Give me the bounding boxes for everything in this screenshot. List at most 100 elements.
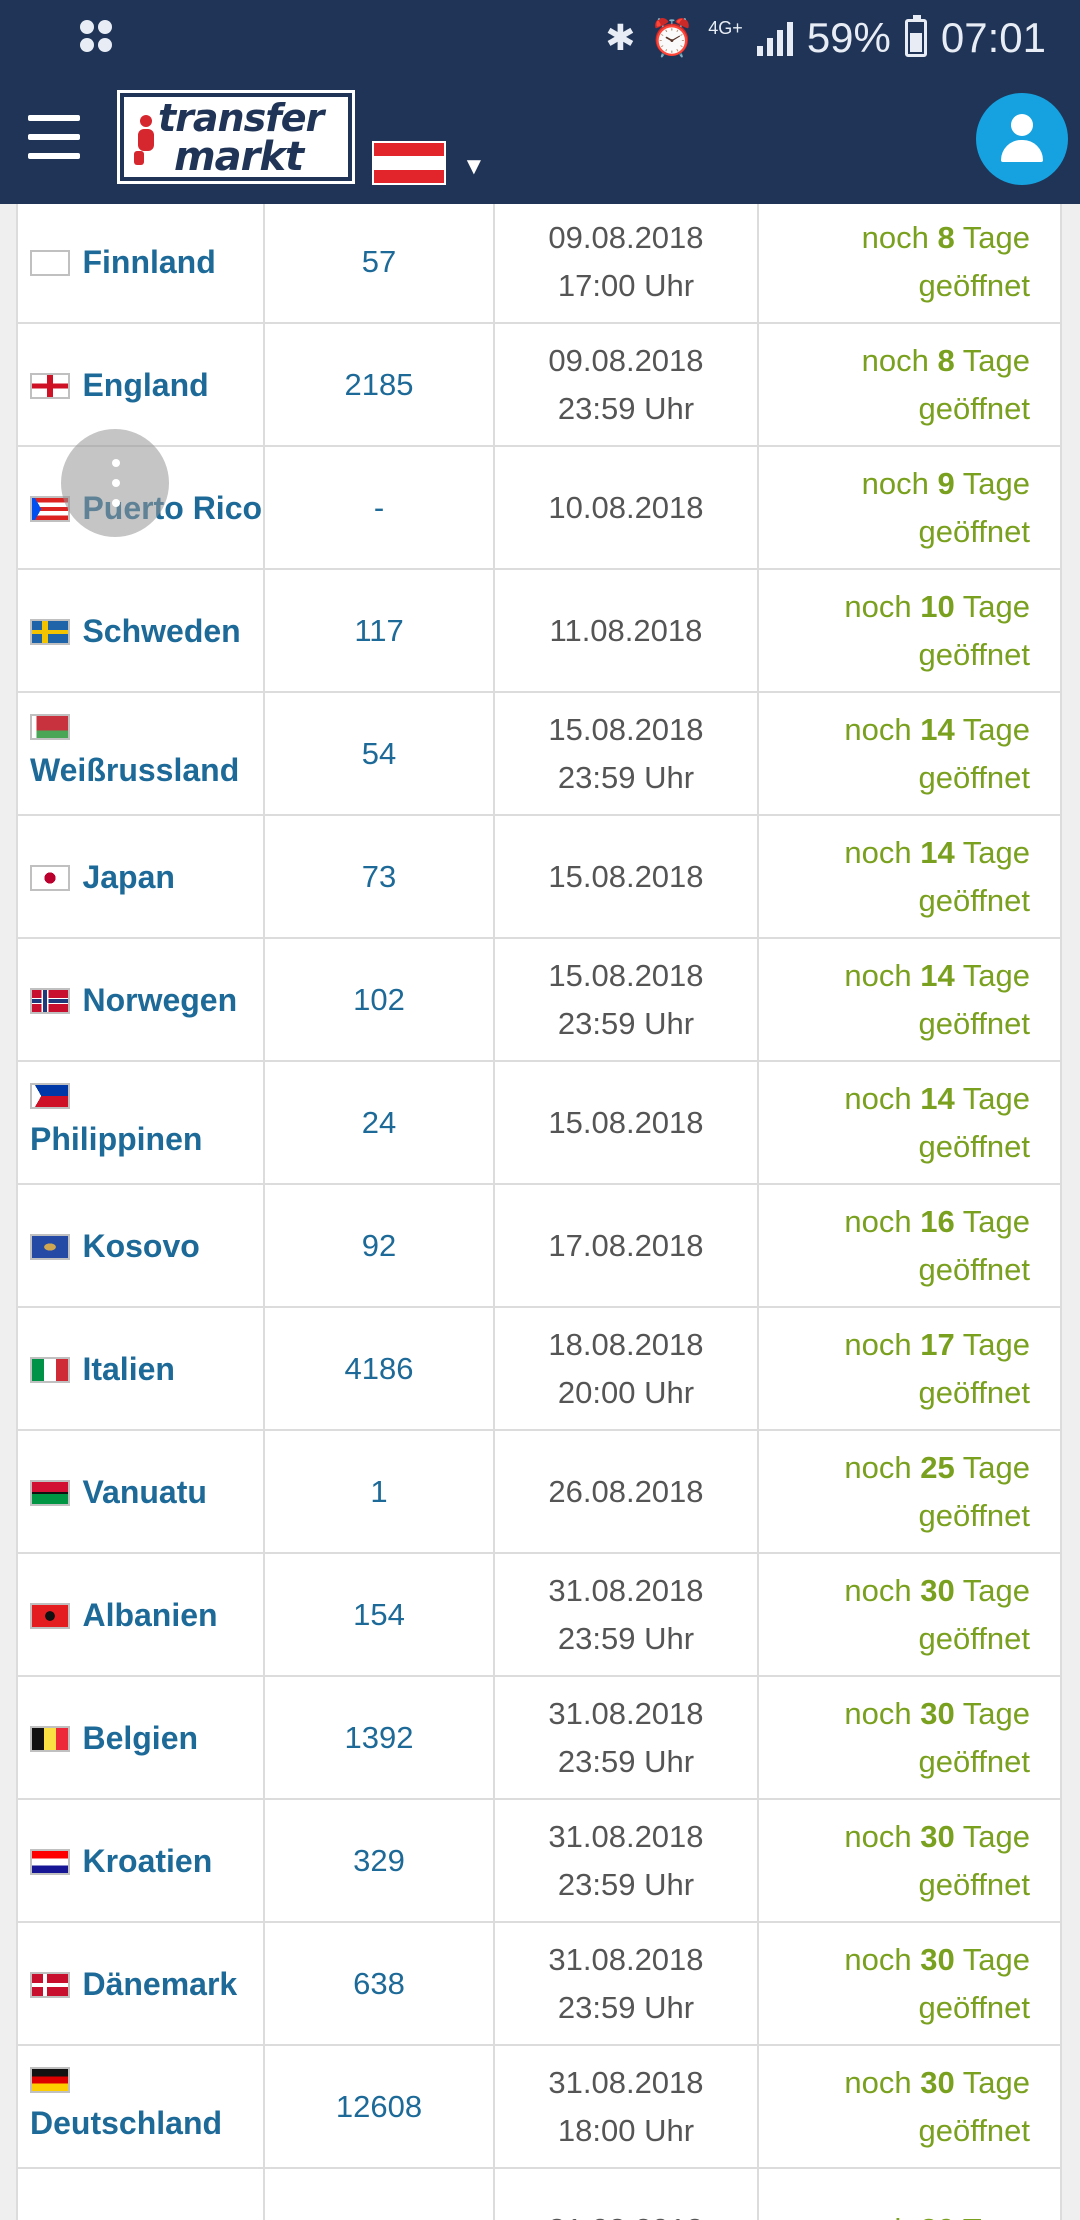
country-link[interactable]: Norwegen bbox=[82, 981, 238, 1018]
count-cell[interactable]: 154 bbox=[262, 1552, 496, 1677]
transfer-count[interactable]: 12608 bbox=[335, 2088, 423, 2124]
country-cell[interactable]: Weißrussland bbox=[16, 691, 265, 816]
status-unit: Tage bbox=[962, 1203, 1030, 1239]
transfer-count[interactable]: 54 bbox=[361, 735, 397, 771]
count-cell[interactable]: 92 bbox=[262, 1183, 496, 1308]
chevron-down-icon[interactable]: ▼ bbox=[462, 153, 486, 180]
status-prefix: noch bbox=[844, 1941, 912, 1977]
status-unit: Tage bbox=[962, 2064, 1030, 2100]
country-link[interactable]: Japan bbox=[82, 858, 175, 895]
count-cell[interactable]: 638 bbox=[262, 1921, 496, 2046]
country-cell[interactable]: Dänemark bbox=[16, 1921, 265, 2046]
days-remaining: 10 bbox=[920, 588, 955, 624]
status-unit: Tage bbox=[962, 1080, 1030, 1116]
country-link[interactable]: Schweden bbox=[82, 612, 241, 649]
transfer-count[interactable]: 1392 bbox=[344, 1719, 414, 1755]
menu-icon[interactable] bbox=[28, 115, 80, 159]
status-unit: Tage bbox=[962, 711, 1030, 747]
transfer-count[interactable]: 92 bbox=[361, 1227, 397, 1263]
country-selector-flag[interactable] bbox=[372, 141, 446, 185]
transfermarkt-logo[interactable]: transfer markt bbox=[117, 90, 355, 184]
status-cell: noch 9 Tage geöffnet bbox=[756, 445, 1062, 570]
country-cell[interactable]: Philippinen bbox=[16, 1060, 265, 1185]
user-profile-button[interactable] bbox=[976, 93, 1068, 185]
country-cell[interactable]: Albanien bbox=[16, 1552, 265, 1677]
user-icon bbox=[1011, 114, 1033, 136]
count-cell[interactable]: 12608 bbox=[262, 2044, 496, 2169]
count-cell[interactable] bbox=[262, 2167, 496, 2220]
count-cell[interactable]: 117 bbox=[262, 568, 496, 693]
country-cell[interactable]: Italien bbox=[16, 1306, 265, 1431]
country-link[interactable]: Weißrussland bbox=[30, 751, 240, 788]
transfer-count[interactable]: 4186 bbox=[344, 1350, 414, 1386]
country-link[interactable]: Vanuatu bbox=[82, 1473, 207, 1510]
country-cell[interactable]: Kroatien bbox=[16, 1798, 265, 1923]
logo-player-icon bbox=[134, 115, 160, 167]
count-cell[interactable]: 329 bbox=[262, 1798, 496, 1923]
deadline-cell: 31.08.2018 23:59 Uhr bbox=[493, 1921, 759, 2046]
country-cell[interactable]: Kosovo bbox=[16, 1183, 265, 1308]
count-cell[interactable]: 73 bbox=[262, 814, 496, 939]
transfer-count[interactable]: 117 bbox=[354, 612, 404, 648]
status-prefix: noch bbox=[844, 1695, 912, 1731]
days-remaining: 30 bbox=[920, 2064, 955, 2100]
deadline-time: 23:59 Uhr bbox=[557, 390, 695, 426]
status-open-label: geöffnet bbox=[918, 1743, 1030, 1779]
table-row: 31.08.2018 noch 30 Tage bbox=[16, 2167, 1062, 2220]
transfer-count[interactable]: 638 bbox=[353, 1965, 405, 2001]
country-cell[interactable]: Vanuatu bbox=[16, 1429, 265, 1554]
count-cell[interactable]: 24 bbox=[262, 1060, 496, 1185]
country-cell[interactable]: England bbox=[16, 322, 265, 447]
count-cell[interactable]: - bbox=[262, 445, 496, 570]
country-cell[interactable]: Schweden bbox=[16, 568, 265, 693]
count-cell[interactable]: 102 bbox=[262, 937, 496, 1062]
status-open-label: geöffnet bbox=[918, 1989, 1030, 2025]
transfer-count[interactable]: 73 bbox=[361, 858, 397, 894]
deadline-date: 15.08.2018 bbox=[548, 1104, 704, 1140]
transfer-count[interactable]: - bbox=[373, 489, 385, 525]
count-cell[interactable]: 4186 bbox=[262, 1306, 496, 1431]
transfer-count[interactable]: 329 bbox=[353, 1842, 405, 1878]
country-link[interactable]: Kosovo bbox=[82, 1227, 200, 1264]
belgium-flag-icon bbox=[30, 1725, 70, 1752]
country-link[interactable]: Albanien bbox=[82, 1596, 218, 1633]
country-cell[interactable]: Norwegen bbox=[16, 937, 265, 1062]
count-cell[interactable]: 1392 bbox=[262, 1675, 496, 1800]
transfer-count[interactable]: 154 bbox=[353, 1596, 405, 1632]
days-remaining: 14 bbox=[920, 711, 955, 747]
albania-flag-icon bbox=[30, 1602, 70, 1629]
country-link[interactable]: Italien bbox=[82, 1350, 175, 1387]
status-bar: ✱ ⏰ 4G+ 59% 07:01 bbox=[0, 0, 1080, 75]
status-prefix: noch bbox=[844, 957, 912, 993]
status-unit: Tage bbox=[962, 1695, 1030, 1731]
transfer-count[interactable]: 2185 bbox=[344, 366, 414, 402]
country-link[interactable]: Philippinen bbox=[30, 1120, 203, 1157]
floating-menu-button[interactable] bbox=[61, 429, 169, 537]
country-cell[interactable]: Deutschland bbox=[16, 2044, 265, 2169]
country-cell[interactable]: Belgien bbox=[16, 1675, 265, 1800]
days-remaining: 9 bbox=[937, 465, 955, 501]
transfer-count[interactable]: 102 bbox=[353, 981, 405, 1017]
count-cell[interactable]: 57 bbox=[262, 204, 496, 324]
count-cell[interactable]: 54 bbox=[262, 691, 496, 816]
transfer-count[interactable]: 57 bbox=[361, 243, 397, 279]
country-link[interactable]: Belgien bbox=[82, 1719, 199, 1756]
deadline-date: 31.08.2018 bbox=[548, 1695, 704, 1731]
transfer-count[interactable]: 1 bbox=[370, 1473, 388, 1509]
country-link[interactable]: Dänemark bbox=[82, 1965, 238, 2002]
count-cell[interactable]: 2185 bbox=[262, 322, 496, 447]
status-cell: noch 16 Tage geöffnet bbox=[756, 1183, 1062, 1308]
bluetooth-icon: ✱ bbox=[605, 17, 636, 58]
table-row: Dänemark 638 31.08.2018 23:59 Uhr noch 3… bbox=[16, 1921, 1062, 2046]
country-link[interactable]: England bbox=[82, 366, 209, 403]
transfer-count[interactable]: 24 bbox=[361, 1104, 397, 1140]
country-cell[interactable]: Finnland bbox=[16, 204, 265, 324]
deadline-time: 23:59 Uhr bbox=[557, 1743, 695, 1779]
country-cell[interactable]: Japan bbox=[16, 814, 265, 939]
count-cell[interactable]: 1 bbox=[262, 1429, 496, 1554]
deadline-time: 23:59 Uhr bbox=[557, 1620, 695, 1656]
country-cell[interactable] bbox=[16, 2167, 265, 2220]
country-link[interactable]: Deutschland bbox=[30, 2104, 223, 2141]
country-link[interactable]: Kroatien bbox=[82, 1842, 213, 1879]
country-link[interactable]: Finnland bbox=[82, 243, 216, 280]
